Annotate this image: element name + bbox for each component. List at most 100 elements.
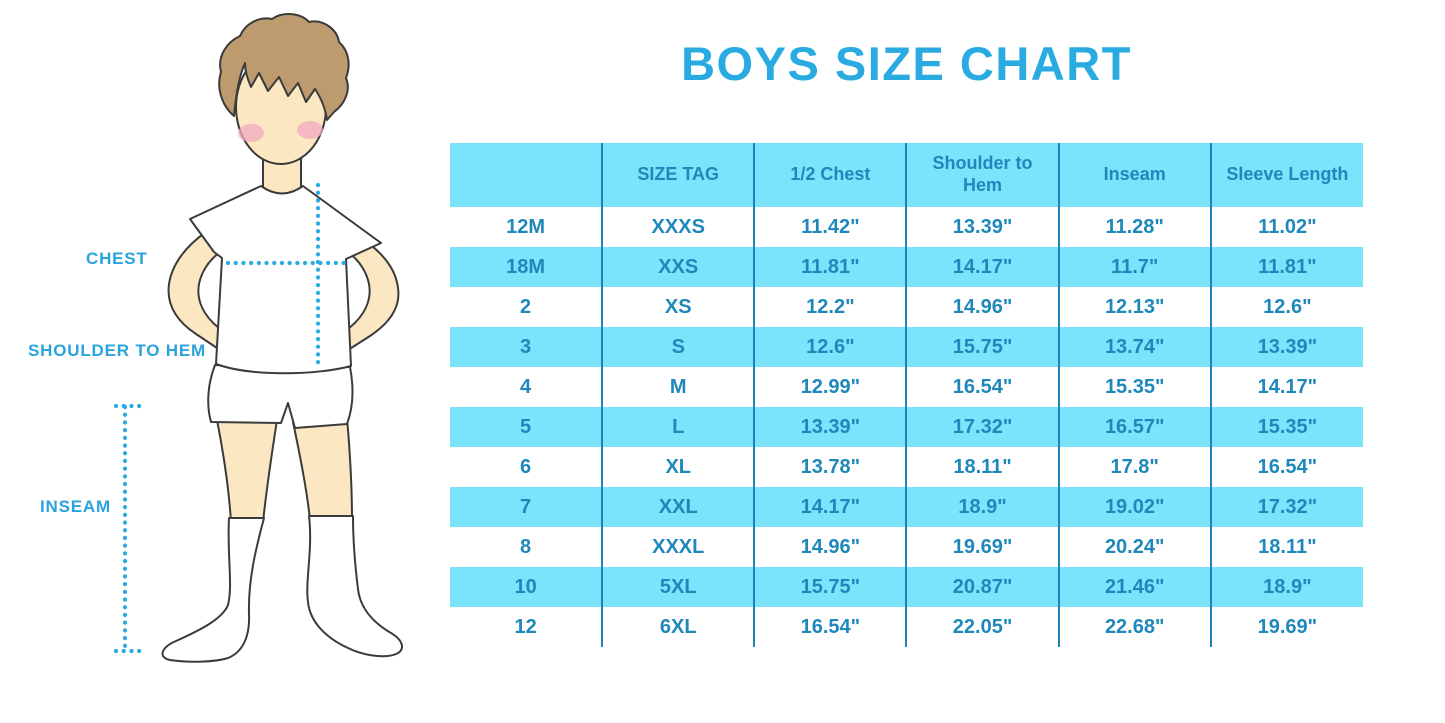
cell-shoulder-to-hem: 20.87" [906,567,1060,607]
cell-inseam: 12.13" [1058,287,1212,327]
cell-size: 3 [450,327,604,367]
cell-sleeve-length: 14.17" [1210,367,1363,407]
cell-sleeve-length: 12.6" [1210,287,1363,327]
shorts [207,364,354,429]
cell-inseam: 21.46" [1058,567,1212,607]
chest-label: CHEST [86,249,148,268]
cell-shoulder-to-hem: 13.39" [906,207,1060,247]
table-row: 12 6XL 16.54" 22.05" 22.68" 19.69" [450,607,1363,647]
table-row: 6 XL 13.78" 18.11" 17.8" 16.54" [450,447,1363,487]
right-sock [306,515,403,658]
cell-size: 5 [450,407,604,447]
cell-shoulder-to-hem: 16.54" [906,367,1060,407]
cell-size-tag: XXXL [602,527,756,567]
cell-half-chest: 13.39" [754,407,908,447]
table-row: 5 L 13.39" 17.32" 16.57" 15.35" [450,407,1363,447]
cell-size-tag: XXL [602,487,756,527]
table-row: 2 XS 12.2" 14.96" 12.13" 12.6" [450,287,1363,327]
cell-shoulder-to-hem: 18.9" [906,487,1060,527]
cell-size: 8 [450,527,604,567]
cell-size-tag: XXS [602,247,756,287]
table-row: 8 XXXL 14.96" 19.69" 20.24" 18.11" [450,527,1363,567]
size-table-header: SIZE TAG 1/2 Chest Shoulder to Hem Insea… [450,143,1363,207]
table-row: 10 5XL 15.75" 20.87" 21.46" 18.9" [450,567,1363,607]
table-row: 4 M 12.99" 16.54" 15.35" 14.17" [450,367,1363,407]
shoulder-to-hem-label: SHOULDER TO HEM [28,341,206,360]
cell-half-chest: 14.96" [754,527,908,567]
table-row: 3 S 12.6" 15.75" 13.74" 13.39" [450,327,1363,367]
cell-sleeve-length: 11.02" [1210,207,1363,247]
cell-half-chest: 16.54" [754,607,908,647]
table-row: 12M XXXS 11.42" 13.39" 11.28" 11.02" [450,207,1363,247]
cell-sleeve-length: 18.11" [1210,527,1363,567]
header-half-chest: 1/2 Chest [754,143,908,207]
cell-size: 2 [450,287,604,327]
hair [218,13,350,121]
cell-inseam: 15.35" [1058,367,1212,407]
header-row: SIZE TAG 1/2 Chest Shoulder to Hem Insea… [450,143,1363,207]
cell-size: 12 [450,607,604,647]
header-shoulder-to-hem: Shoulder to Hem [906,143,1060,207]
cell-size-tag: 5XL [602,567,756,607]
right-cheek [297,121,323,139]
cell-shoulder-to-hem: 14.17" [906,247,1060,287]
cell-sleeve-length: 15.35" [1210,407,1363,447]
size-table: SIZE TAG 1/2 Chest Shoulder to Hem Insea… [450,143,1363,647]
cell-shoulder-to-hem: 19.69" [906,527,1060,567]
header-sleeve-length: Sleeve Length [1210,143,1363,207]
cell-half-chest: 12.6" [754,327,908,367]
cell-size: 6 [450,447,604,487]
header-size [450,143,604,207]
cell-inseam: 17.8" [1058,447,1212,487]
header-size-tag: SIZE TAG [602,143,756,207]
page-title: BOYS SIZE CHART [681,37,1132,90]
cell-size-tag: 6XL [602,607,756,647]
cell-size: 4 [450,367,604,407]
inseam-label: INSEAM [40,497,111,516]
cell-shoulder-to-hem: 22.05" [906,607,1060,647]
cell-sleeve-length: 17.32" [1210,487,1363,527]
cell-inseam: 20.24" [1058,527,1212,567]
cell-half-chest: 11.81" [754,247,908,287]
cell-sleeve-length: 19.69" [1210,607,1363,647]
left-cheek [238,124,264,142]
cell-half-chest: 15.75" [754,567,908,607]
cell-size-tag: M [602,367,756,407]
cell-half-chest: 14.17" [754,487,908,527]
cell-inseam: 22.68" [1058,607,1212,647]
cell-half-chest: 11.42" [754,207,908,247]
cell-sleeve-length: 18.9" [1210,567,1363,607]
cell-shoulder-to-hem: 15.75" [906,327,1060,367]
cell-shoulder-to-hem: 18.11" [906,447,1060,487]
cell-half-chest: 12.99" [754,367,908,407]
cell-inseam: 16.57" [1058,407,1212,447]
cell-size-tag: XS [602,287,756,327]
cell-inseam: 11.28" [1058,207,1212,247]
cell-sleeve-length: 16.54" [1210,447,1363,487]
cell-size-tag: S [602,327,756,367]
cell-inseam: 13.74" [1058,327,1212,367]
cell-size-tag: XXXS [602,207,756,247]
boy-figure-illustration [113,13,403,663]
table-row: 18M XXS 11.81" 14.17" 11.7" 11.81" [450,247,1363,287]
cell-half-chest: 13.78" [754,447,908,487]
cell-sleeve-length: 11.81" [1210,247,1363,287]
cell-inseam: 11.7" [1058,247,1212,287]
cell-size: 18M [450,247,604,287]
cell-size-tag: XL [602,447,756,487]
t-shirt [189,185,382,375]
cell-sleeve-length: 13.39" [1210,327,1363,367]
cell-size-tag: L [602,407,756,447]
right-leg [292,417,353,521]
cell-size: 7 [450,487,604,527]
cell-size: 10 [450,567,604,607]
cell-shoulder-to-hem: 17.32" [906,407,1060,447]
left-sock [161,517,265,663]
cell-half-chest: 12.2" [754,287,908,327]
table-row: 7 XXL 14.17" 18.9" 19.02" 17.32" [450,487,1363,527]
cell-shoulder-to-hem: 14.96" [906,287,1060,327]
left-leg [215,414,278,523]
cell-inseam: 19.02" [1058,487,1212,527]
header-inseam: Inseam [1058,143,1212,207]
